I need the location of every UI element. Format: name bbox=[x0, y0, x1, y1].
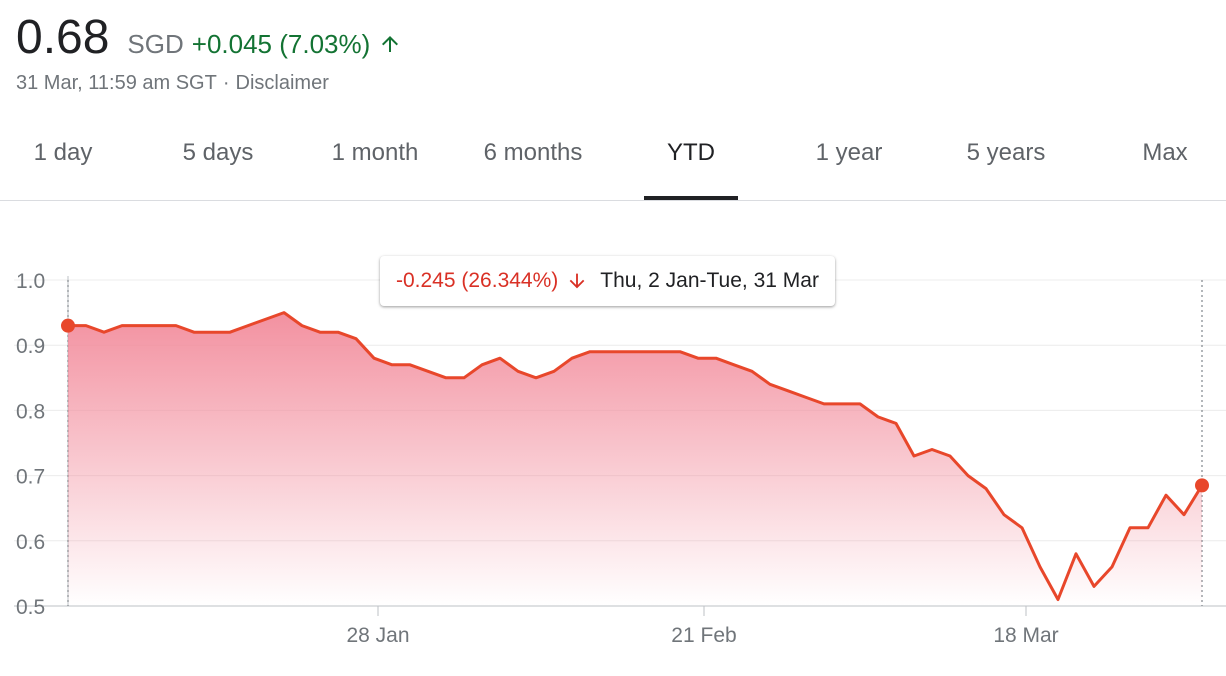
x-tick-label: 18 Mar bbox=[993, 624, 1058, 647]
tooltip-range: Thu, 2 Jan-Tue, 31 Mar bbox=[600, 269, 819, 292]
y-tick-label: 0.8 bbox=[16, 400, 45, 423]
price-line bbox=[68, 311, 1204, 601]
price: 0.68 bbox=[16, 11, 110, 64]
tab-max[interactable]: Max bbox=[1142, 139, 1188, 166]
separator: · bbox=[222, 72, 230, 94]
tab-ytd[interactable]: YTD bbox=[667, 139, 715, 166]
y-tick-label: 1.0 bbox=[16, 270, 45, 293]
arrow-down-icon bbox=[569, 273, 585, 289]
price-chart[interactable]: 1.0 0.9 0.8 0.7 0.6 0.5 28 Jan 21 Feb 18 Mar -0.… bbox=[0, 220, 1226, 676]
chart-svg[interactable]: 1.0 0.9 0.8 0.7 0.6 0.5 28 Jan 21 Feb 18 Mar bbox=[0, 220, 1226, 676]
price-change: +0.045 (7.03%) bbox=[191, 29, 371, 59]
currency: SGD bbox=[127, 29, 184, 59]
y-tick-label: 0.9 bbox=[16, 335, 45, 358]
tooltip-change: -0.245 (26.344%) bbox=[396, 269, 559, 292]
tab-6-months[interactable]: 6 months bbox=[483, 139, 583, 166]
timestamp: 31 Mar, 11:59 am SGT bbox=[16, 72, 217, 94]
start-point-dot bbox=[61, 318, 75, 333]
x-tick-label: 21 Feb bbox=[671, 624, 736, 647]
y-tick-label: 0.6 bbox=[16, 531, 45, 554]
y-tick-label: 0.7 bbox=[16, 466, 45, 489]
tab-5-days[interactable]: 5 days bbox=[182, 139, 254, 166]
x-tick-label: 28 Jan bbox=[346, 624, 409, 647]
tab-1-year[interactable]: 1 year bbox=[815, 139, 883, 166]
active-tab-indicator bbox=[644, 196, 738, 200]
quote-meta: 31 Mar, 11:59 am SGT · Disclaimer bbox=[16, 72, 329, 95]
arrow-up-icon bbox=[382, 36, 399, 52]
range-tabs: 1 day 5 days 1 month 6 months YTD 1 year… bbox=[0, 112, 1226, 201]
y-tick-label: 0.5 bbox=[16, 596, 45, 619]
range-tooltip: -0.245 (26.344%) Thu, 2 Jan-Tue, 31 Mar bbox=[380, 256, 835, 306]
tab-1-month[interactable]: 1 month bbox=[331, 139, 419, 166]
quote-header: 0.68 SGD +0.045 (7.03%) bbox=[16, 8, 402, 68]
price-area bbox=[68, 312, 1202, 606]
tab-1-day[interactable]: 1 day bbox=[33, 139, 93, 166]
disclaimer-link[interactable]: Disclaimer bbox=[235, 72, 329, 94]
end-point-dot bbox=[1195, 478, 1209, 493]
tab-5-years[interactable]: 5 years bbox=[966, 139, 1046, 166]
